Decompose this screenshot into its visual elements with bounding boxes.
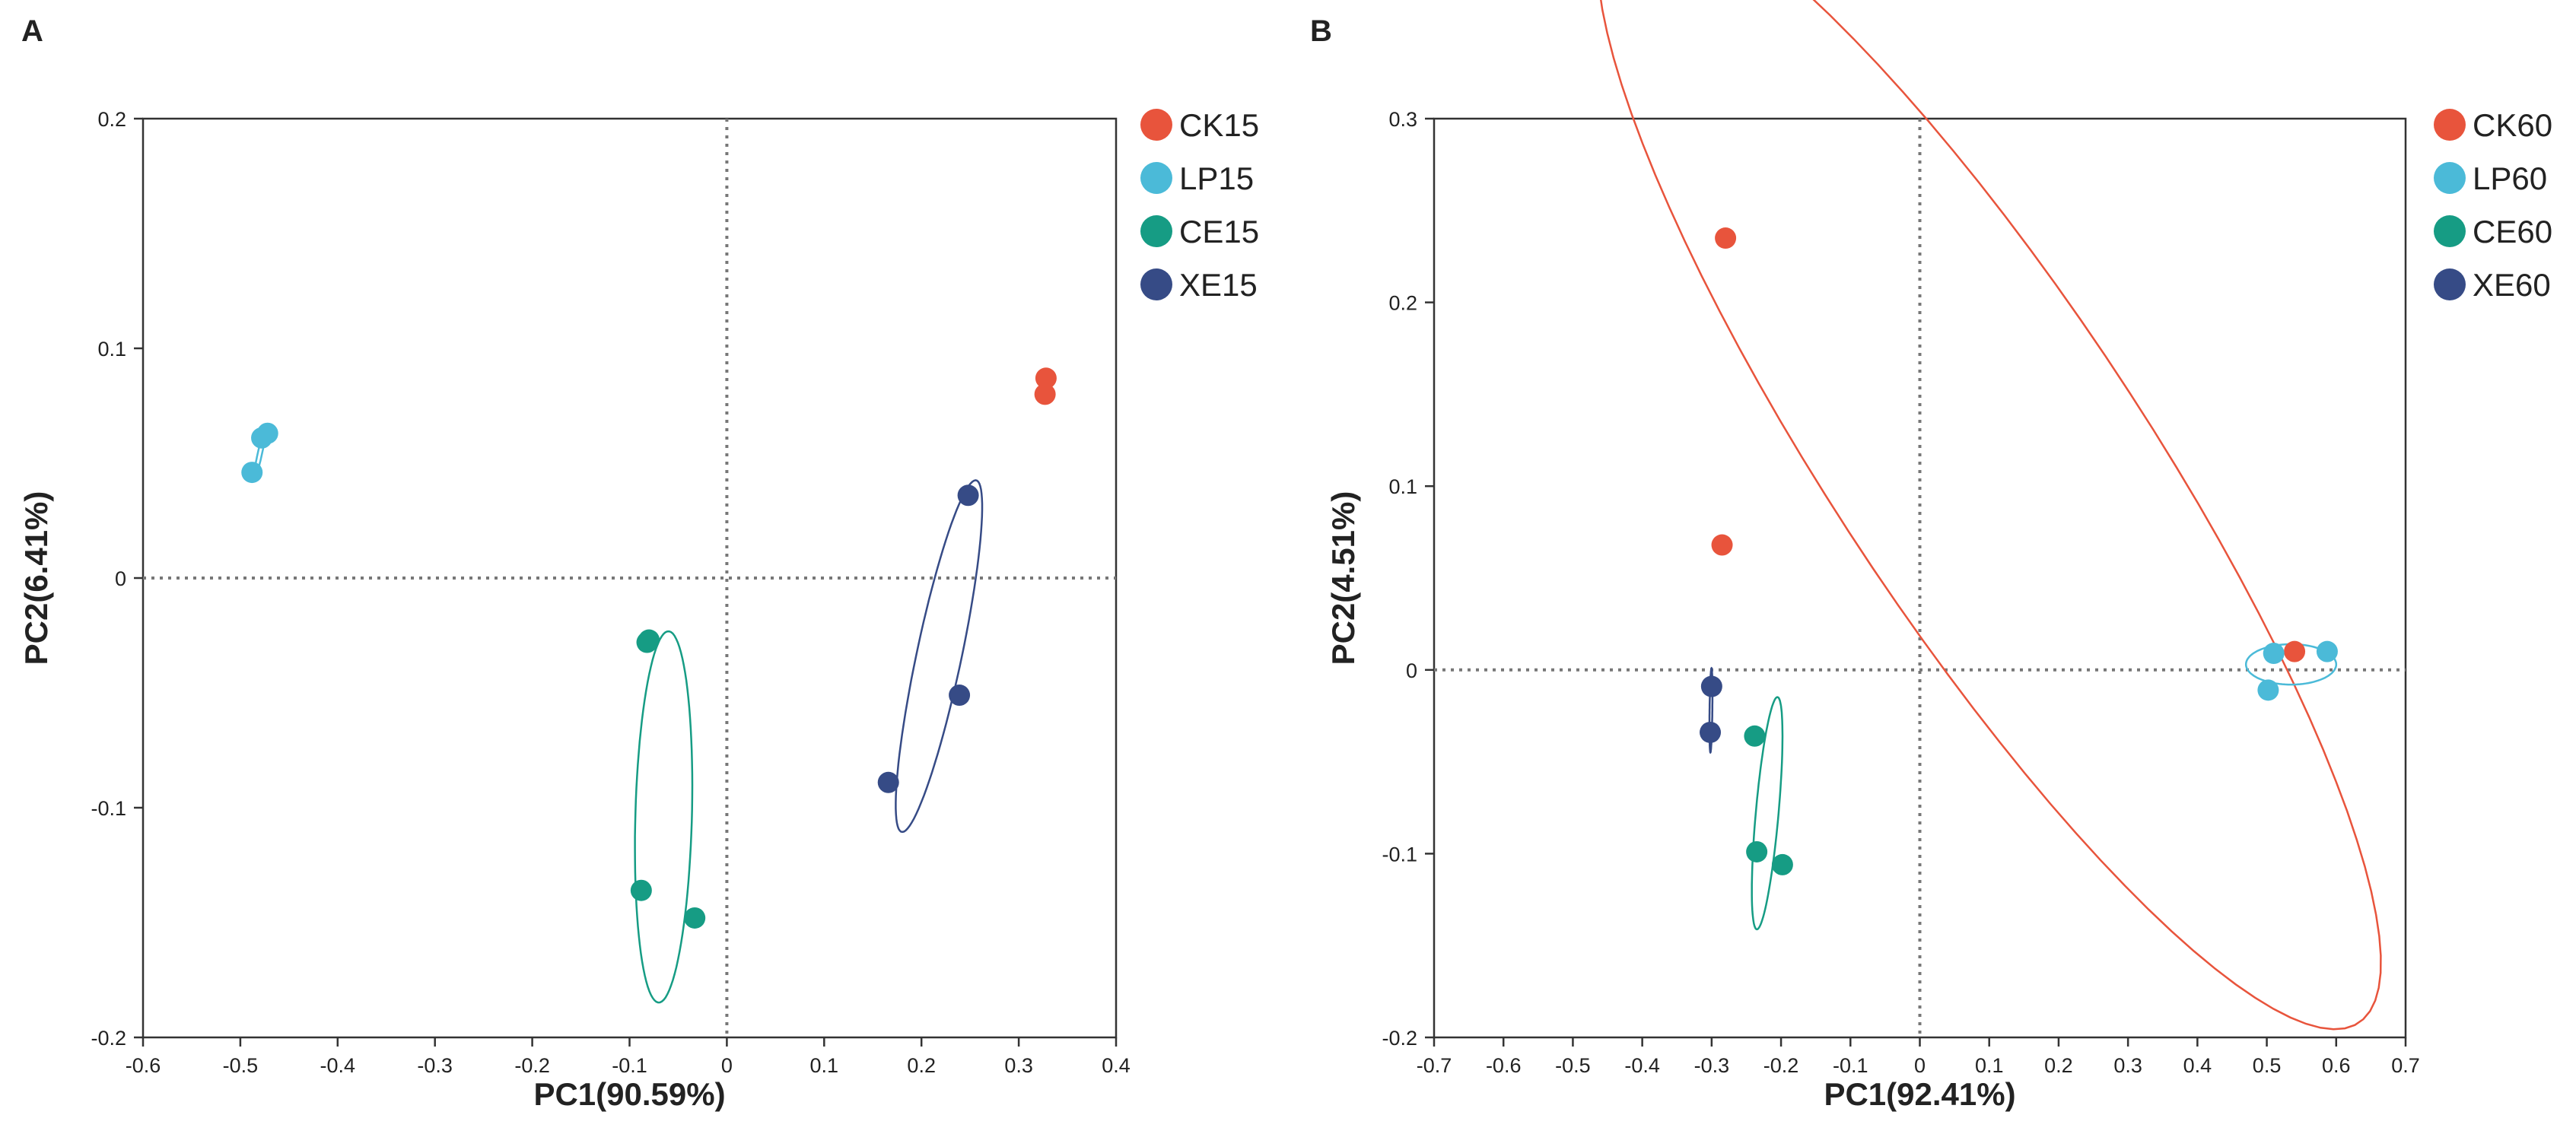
legend-marker-ce60 <box>2434 215 2466 247</box>
x-tick-label: 0.2 <box>2044 1054 2073 1077</box>
x-tick-label: -0.2 <box>514 1054 550 1077</box>
x-tick-label: -0.7 <box>1417 1054 1452 1077</box>
x-tick-label: -0.1 <box>1833 1054 1868 1077</box>
point-lp15 <box>241 462 263 484</box>
x-tick-label: -0.2 <box>1763 1054 1799 1077</box>
legend-marker-lp15 <box>1140 162 1172 194</box>
x-tick-label: 0.6 <box>2322 1054 2351 1077</box>
point-xe15 <box>949 685 971 707</box>
y-tick-label: 0.3 <box>1388 108 1417 131</box>
legend-label-xe60: XE60 <box>2473 267 2551 303</box>
point-ce60 <box>1744 725 1766 747</box>
x-tick-label: 0.3 <box>1004 1054 1033 1077</box>
point-lp60 <box>2257 679 2279 701</box>
x-tick-label: -0.1 <box>612 1054 647 1077</box>
y-tick-label: 0.1 <box>1388 475 1417 498</box>
point-ce60 <box>1746 840 1768 862</box>
x-tick-label: -0.5 <box>223 1054 259 1077</box>
y-axis-title-b: PC2(4.51%) <box>1325 491 1361 665</box>
y-tick-label: 0 <box>115 567 126 590</box>
x-tick-label: -0.4 <box>320 1054 356 1077</box>
x-tick-label: 0.4 <box>1102 1054 1131 1077</box>
panel-letter-a: A <box>21 14 43 48</box>
point-ce15 <box>630 879 652 901</box>
point-lp60 <box>2316 640 2338 662</box>
legend-label-ck15: CK15 <box>1179 107 1259 143</box>
legend-marker-ce15 <box>1140 215 1172 247</box>
legend-label-lp15: LP15 <box>1179 160 1254 196</box>
legend-marker-xe15 <box>1140 268 1172 300</box>
x-tick-label: 0.2 <box>907 1054 936 1077</box>
y-tick-label: -0.2 <box>1382 1027 1417 1050</box>
point-ck60 <box>1711 534 1733 556</box>
legend-label-ce15: CE15 <box>1179 214 1259 249</box>
y-axis-title-a: PC2(6.41%) <box>18 491 54 665</box>
x-axis-title-b: PC1(92.41%) <box>1824 1076 2015 1112</box>
point-lp60 <box>2263 643 2285 665</box>
panel-letter-b: B <box>1310 14 1332 48</box>
x-tick-label: -0.6 <box>1486 1054 1522 1077</box>
legend-marker-ck15 <box>1140 109 1172 141</box>
ellipse-ce15 <box>634 630 694 1004</box>
point-xe60 <box>1700 721 1722 743</box>
x-tick-label: -0.3 <box>417 1054 453 1077</box>
legend-marker-ck60 <box>2434 109 2466 141</box>
x-tick-label: -0.5 <box>1555 1054 1591 1077</box>
x-tick-label: 0.5 <box>2253 1054 2282 1077</box>
point-xe15 <box>957 484 979 507</box>
point-ce15 <box>636 631 658 653</box>
ellipse-xe15 <box>895 479 984 834</box>
point-ck60 <box>2284 640 2306 662</box>
y-tick-label: -0.1 <box>91 797 126 820</box>
point-lp15 <box>256 422 278 444</box>
legend-marker-xe60 <box>2434 268 2466 300</box>
legend-label-xe15: XE15 <box>1179 267 1258 303</box>
x-tick-label: -0.3 <box>1694 1054 1730 1077</box>
point-ck60 <box>1715 227 1737 249</box>
ellipse-ce60 <box>1751 696 1784 931</box>
x-tick-label: -0.6 <box>126 1054 161 1077</box>
x-tick-label: -0.4 <box>1624 1054 1660 1077</box>
legend-marker-lp60 <box>2434 162 2466 194</box>
point-xe15 <box>877 771 899 793</box>
x-axis-title-a: PC1(90.59%) <box>533 1076 725 1112</box>
legend-label-lp60: LP60 <box>2473 160 2547 196</box>
legend-label-ck60: CK60 <box>2473 107 2552 143</box>
point-xe60 <box>1700 675 1722 697</box>
x-tick-label: 0 <box>1914 1054 1926 1077</box>
x-tick-label: 0.1 <box>1975 1054 2004 1077</box>
point-ce60 <box>1771 853 1793 875</box>
y-tick-label: 0.2 <box>97 108 126 131</box>
x-tick-label: 0.1 <box>810 1054 839 1077</box>
y-tick-label: 0 <box>1406 659 1417 682</box>
point-ce15 <box>684 907 706 929</box>
x-tick-label: 0.7 <box>2391 1054 2420 1077</box>
point-ck15 <box>1034 383 1056 405</box>
ellipse-lp60 <box>2244 643 2338 686</box>
y-tick-label: 0.1 <box>97 338 126 361</box>
x-tick-label: 0 <box>721 1054 733 1077</box>
panel-a: A -0.6 -0.5 -0.4 -0.3 -0.2 -0.1 0 0.1 0.2 0.3 0.4 -0… <box>18 14 1259 1112</box>
y-tick-label: -0.2 <box>91 1027 126 1050</box>
y-tick-label: -0.1 <box>1382 843 1417 866</box>
x-tick-label: 0.4 <box>2183 1054 2212 1077</box>
ellipse-ck60 <box>1600 0 2382 1031</box>
panel-b: B -0.7 -0.6 -0.5 -0.4 -0.3 -0.2 -0.1 0 0.1 0.2 0.3 0… <box>1310 0 2552 1112</box>
y-tick-label: 0.2 <box>1388 292 1417 315</box>
point-ck15 <box>1035 367 1057 389</box>
x-tick-label: 0.3 <box>2113 1054 2142 1077</box>
legend-label-ce60: CE60 <box>2473 214 2552 249</box>
